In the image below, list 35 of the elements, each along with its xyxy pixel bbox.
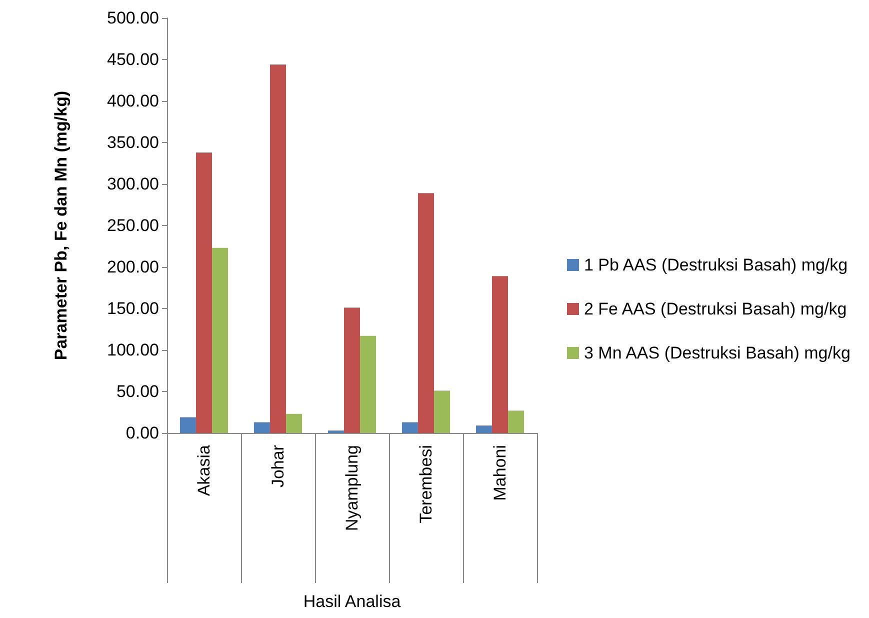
y-tick-label: 150.00: [107, 299, 159, 318]
y-tick-label: 400.00: [107, 92, 159, 110]
bar: [434, 390, 450, 433]
x-tick-label: Terembesi: [416, 445, 436, 524]
bar: [254, 422, 270, 433]
bar: [212, 248, 228, 433]
bar: [270, 64, 286, 433]
bar: [492, 276, 508, 433]
bar: [196, 152, 212, 433]
y-tick-label: 350.00: [107, 133, 159, 152]
y-tick-label: 100.00: [107, 340, 159, 360]
bar: [180, 417, 196, 433]
y-tick-label: 50.00: [116, 382, 159, 401]
x-tick-label: Mahoni: [490, 445, 510, 501]
y-tick-label: 0.00: [126, 424, 159, 442]
x-axis-title: Hasil Analisa: [303, 592, 402, 611]
x-tick-label: Nyamplung: [342, 445, 362, 531]
legend-label: 1 Pb AAS (Destruksi Basah) mg/kg: [584, 256, 848, 274]
bar: [360, 336, 376, 433]
legend-label: 2 Fe AAS (Destruksi Basah) mg/kg: [584, 300, 847, 318]
bar: [286, 414, 302, 433]
x-tick-label: Johar: [268, 444, 288, 488]
y-tick-label: 500.00: [107, 8, 159, 28]
y-axis-title: Parameter Pb, Fe dan Mn (mg/kg): [52, 90, 70, 360]
legend-label: 3 Mn AAS (Destruksi Basah) mg/kg: [584, 344, 850, 362]
bar: [418, 193, 434, 433]
bar: [402, 422, 418, 433]
bar: [344, 308, 360, 433]
y-tick-label: 200.00: [107, 258, 159, 276]
y-tick-label: 450.00: [107, 50, 159, 69]
y-tick-label: 250.00: [107, 216, 159, 235]
y-tick-label: 300.00: [107, 174, 159, 194]
bar: [508, 410, 524, 433]
bar: [476, 426, 492, 433]
x-tick-label: Akasia: [194, 444, 214, 496]
